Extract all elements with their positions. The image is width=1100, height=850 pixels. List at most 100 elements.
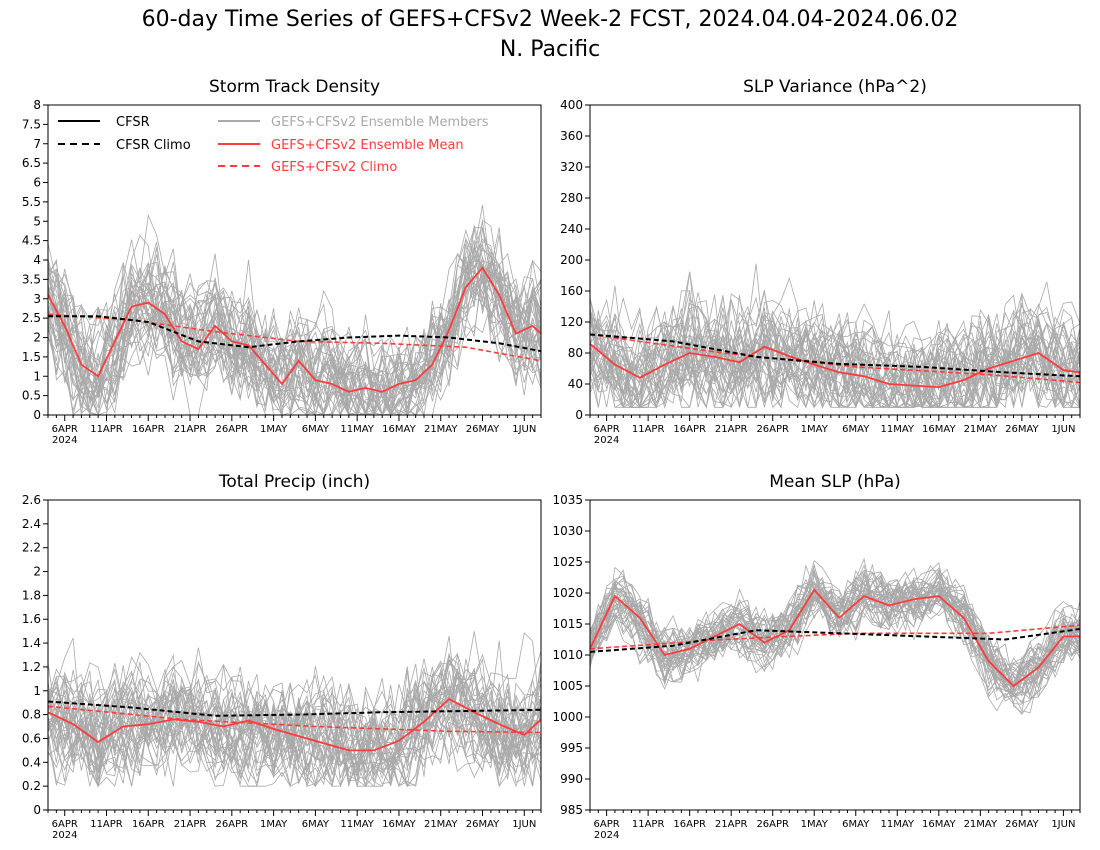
x-tick-label: 16APR	[132, 819, 165, 830]
figure-title: 60-day Time Series of GEFS+CFSv2 Week-2 …	[142, 7, 959, 32]
ensemble-member-line	[589, 565, 1081, 698]
ensemble-member-line	[589, 571, 1081, 692]
y-tick-label: 990	[560, 772, 583, 786]
y-tick-label: 1015	[552, 617, 583, 631]
ensemble-member-line	[589, 580, 1081, 684]
x-tick-label: 1MAY	[801, 424, 829, 435]
x-tick-label: 21MAY	[964, 819, 998, 830]
x-tick-label: 16APR	[673, 819, 706, 830]
x-tick-label: 16APR	[673, 424, 706, 435]
y-tick-label: 2.5	[22, 311, 41, 325]
ensemble-member-line	[589, 297, 1081, 408]
y-tick-label: 1025	[552, 555, 583, 569]
legend-label-mean: GEFS+CFSv2 Ensemble Mean	[271, 138, 464, 153]
ensemble-member-line	[47, 228, 542, 416]
plot-frame	[47, 499, 542, 811]
y-tick-label: 2	[33, 565, 41, 579]
ensemble-member-line	[589, 307, 1081, 409]
gefs-climo-line	[589, 333, 1081, 384]
ensemble-member-line	[589, 303, 1081, 409]
x-tick-label: 6MAY	[302, 819, 330, 830]
y-tick-label: 320	[560, 160, 583, 174]
y-tick-label: 0.2	[22, 779, 41, 793]
x-tick-label: 16MAY	[382, 819, 416, 830]
panel-title: Total Precip (inch)	[218, 472, 370, 492]
cfsr-climo-line	[589, 333, 1081, 378]
y-tick-label: 0	[33, 408, 41, 422]
x-tick-label: 11MAY	[881, 819, 915, 830]
x-tick-label: 6APR	[594, 424, 620, 435]
ensemble-member-line	[589, 322, 1081, 409]
ensemble-mean-line	[589, 343, 1081, 389]
y-tick-label: 40	[568, 377, 583, 391]
ensemble-member-line	[589, 559, 1081, 683]
ensemble-member-line	[47, 264, 542, 416]
y-tick-label: 0	[575, 408, 583, 422]
ensemble-member-line	[47, 255, 542, 412]
y-tick-label: 280	[560, 191, 583, 205]
y-tick-label: 1020	[552, 586, 583, 600]
panel-mean-slp: Mean SLP (hPa) 985 990 995 1000 1005 1010 1015 1…	[552, 472, 1081, 841]
ensemble-member-line	[47, 227, 542, 416]
y-tick-label: 0.4	[22, 755, 41, 769]
y-tick-label: 1.6	[22, 612, 41, 626]
y-tick-label: 5.5	[22, 195, 41, 209]
ensemble-member-line	[47, 238, 542, 417]
x-year-label: 2024	[52, 435, 77, 446]
panel-title: SLP Variance (hPa^2)	[743, 77, 927, 97]
ensemble-member-line	[589, 575, 1081, 693]
cfsr-climo-line	[48, 315, 542, 353]
y-tick-label: 1000	[552, 710, 583, 724]
y-tick-label: 6	[33, 176, 41, 190]
ensemble-member-line	[589, 577, 1081, 690]
legend-label-climo: GEFS+CFSv2 Climo	[271, 160, 397, 175]
y-tick-label: 1.8	[22, 588, 41, 602]
x-year-label: 2024	[594, 435, 619, 446]
x-tick-label: 1JUN	[1051, 819, 1075, 830]
ensemble-member-line	[589, 296, 1081, 409]
ensemble-member-line	[47, 654, 542, 788]
panel-slp-variance: SLP Variance (hPa^2) 0 40 80 120 160 200 240 280…	[560, 77, 1081, 446]
y-tick-label: 0.6	[22, 731, 41, 745]
x-tick-label: 11APR	[632, 819, 665, 830]
y-tick-label: 6.5	[22, 156, 41, 170]
y-tick-label: 360	[560, 129, 583, 143]
x-tick-label: 11MAY	[340, 424, 374, 435]
legend-label-members: GEFS+CFSv2 Ensemble Members	[271, 115, 489, 130]
y-tick-label: 1	[33, 369, 41, 383]
x-tick-label: 21MAY	[424, 819, 458, 830]
x-tick-label: 6APR	[52, 819, 78, 830]
x-tick-label: 1MAY	[260, 819, 288, 830]
x-tick-label: 26APR	[216, 424, 249, 435]
ensemble-member-line	[47, 672, 542, 787]
y-tick-label: 0.8	[22, 708, 41, 722]
y-tick-label: 1035	[552, 493, 583, 507]
ensemble-members	[47, 205, 542, 417]
x-tick-label: 26MAY	[466, 819, 500, 830]
ensemble-member-line	[589, 296, 1081, 409]
x-tick-label: 21APR	[174, 819, 207, 830]
x-tick-label: 1JUN	[1051, 424, 1075, 435]
x-tick-label: 16MAY	[382, 424, 416, 435]
ensemble-member-line	[47, 674, 542, 787]
ensemble-member-line	[589, 582, 1081, 696]
x-tick-label: 21MAY	[424, 424, 458, 435]
x-tick-label: 21APR	[715, 424, 748, 435]
figure-subtitle: N. Pacific	[500, 37, 600, 62]
y-tick-label: 240	[560, 222, 583, 236]
x-tick-label: 1MAY	[260, 424, 288, 435]
y-tick-label: 160	[560, 284, 583, 298]
ensemble-member-line	[589, 297, 1081, 409]
gefs-climo-line	[47, 705, 542, 734]
x-tick-label: 11MAY	[340, 819, 374, 830]
y-tick-label: 7	[33, 137, 41, 151]
y-tick-label: 4.5	[22, 234, 41, 248]
y-tick-label: 120	[560, 315, 583, 329]
x-tick-label: 11MAY	[881, 424, 915, 435]
cfsr-climo-line	[589, 628, 1081, 653]
x-tick-label: 16APR	[132, 424, 165, 435]
x-year-label: 2024	[594, 830, 619, 841]
ensemble-member-line	[589, 579, 1081, 697]
ensemble-members	[589, 557, 1081, 715]
